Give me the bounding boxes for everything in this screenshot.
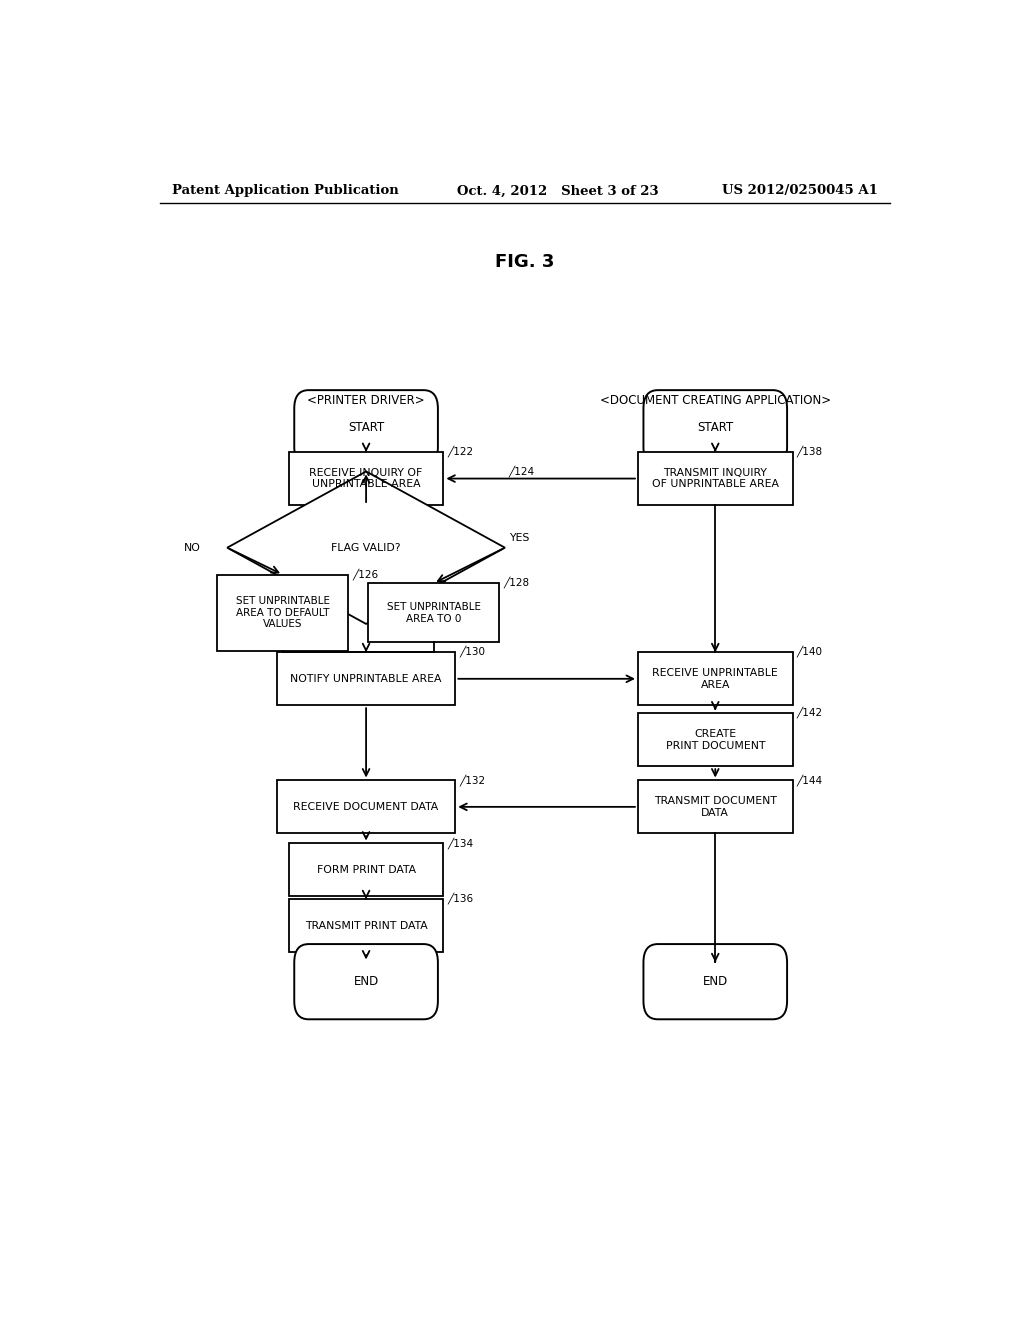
Text: RECEIVE UNPRINTABLE
AREA: RECEIVE UNPRINTABLE AREA bbox=[652, 668, 778, 689]
Text: RECEIVE DOCUMENT DATA: RECEIVE DOCUMENT DATA bbox=[294, 801, 438, 812]
Text: SET UNPRINTABLE
AREA TO 0: SET UNPRINTABLE AREA TO 0 bbox=[386, 602, 480, 623]
Bar bbox=[289, 843, 443, 896]
Text: CREATE
PRINT DOCUMENT: CREATE PRINT DOCUMENT bbox=[666, 729, 765, 751]
Text: START: START bbox=[697, 421, 733, 434]
Text: ╱126: ╱126 bbox=[352, 568, 378, 579]
Text: RECEIVE INQUIRY OF
UNPRINTABLE AREA: RECEIVE INQUIRY OF UNPRINTABLE AREA bbox=[309, 467, 423, 490]
FancyBboxPatch shape bbox=[294, 391, 438, 466]
Text: ╱138: ╱138 bbox=[797, 446, 822, 457]
Text: NOTIFY UNPRINTABLE AREA: NOTIFY UNPRINTABLE AREA bbox=[291, 673, 441, 684]
Text: ╱124: ╱124 bbox=[509, 465, 536, 477]
FancyBboxPatch shape bbox=[643, 944, 787, 1019]
Text: YES: YES bbox=[509, 532, 529, 543]
Text: <DOCUMENT CREATING APPLICATION>: <DOCUMENT CREATING APPLICATION> bbox=[600, 393, 830, 407]
Text: TRANSMIT INQUIRY
OF UNPRINTABLE AREA: TRANSMIT INQUIRY OF UNPRINTABLE AREA bbox=[651, 467, 779, 490]
Text: US 2012/0250045 A1: US 2012/0250045 A1 bbox=[722, 185, 878, 198]
Text: ╱140: ╱140 bbox=[797, 645, 822, 657]
Bar bbox=[217, 574, 348, 651]
Text: Patent Application Publication: Patent Application Publication bbox=[172, 185, 398, 198]
Text: FLAG VALID?: FLAG VALID? bbox=[332, 543, 400, 553]
Text: START: START bbox=[348, 421, 384, 434]
Polygon shape bbox=[227, 471, 505, 624]
FancyBboxPatch shape bbox=[294, 944, 438, 1019]
Text: ╱128: ╱128 bbox=[503, 577, 529, 589]
Text: ╱144: ╱144 bbox=[797, 774, 822, 785]
Text: END: END bbox=[702, 975, 728, 989]
Text: ╱132: ╱132 bbox=[460, 774, 485, 785]
Text: <PRINTER DRIVER>: <PRINTER DRIVER> bbox=[307, 393, 425, 407]
FancyBboxPatch shape bbox=[643, 391, 787, 466]
Text: NO: NO bbox=[183, 543, 201, 553]
Text: TRANSMIT PRINT DATA: TRANSMIT PRINT DATA bbox=[305, 921, 427, 931]
Text: FIG. 3: FIG. 3 bbox=[496, 253, 554, 271]
Bar bbox=[289, 453, 443, 506]
Text: SET UNPRINTABLE
AREA TO DEFAULT
VALUES: SET UNPRINTABLE AREA TO DEFAULT VALUES bbox=[236, 597, 330, 630]
Text: ╱134: ╱134 bbox=[447, 837, 473, 849]
Text: ╱130: ╱130 bbox=[460, 645, 485, 657]
Text: ╱136: ╱136 bbox=[447, 892, 473, 904]
Bar bbox=[638, 652, 793, 705]
Bar bbox=[638, 780, 793, 833]
Bar bbox=[638, 453, 793, 506]
Bar bbox=[638, 713, 793, 766]
Bar bbox=[289, 899, 443, 952]
Text: FORM PRINT DATA: FORM PRINT DATA bbox=[316, 865, 416, 875]
Bar bbox=[276, 652, 456, 705]
Text: END: END bbox=[353, 975, 379, 989]
Bar bbox=[276, 780, 456, 833]
Text: Oct. 4, 2012   Sheet 3 of 23: Oct. 4, 2012 Sheet 3 of 23 bbox=[458, 185, 659, 198]
Text: ╱142: ╱142 bbox=[797, 706, 822, 718]
Bar bbox=[368, 583, 499, 643]
Text: ╱122: ╱122 bbox=[447, 446, 473, 457]
Text: TRANSMIT DOCUMENT
DATA: TRANSMIT DOCUMENT DATA bbox=[654, 796, 776, 817]
